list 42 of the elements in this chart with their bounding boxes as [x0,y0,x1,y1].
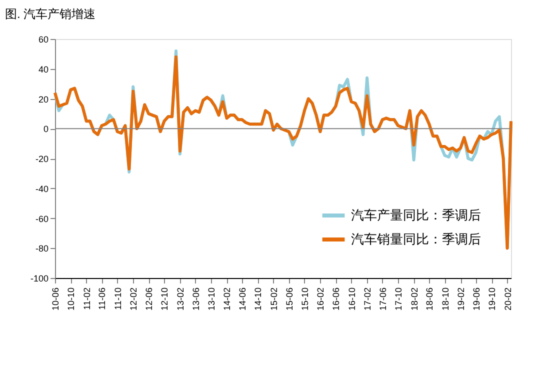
x-tick-label: 14-10 [253,288,264,311]
x-tick-label: 20-02 [502,288,513,311]
x-tick-label: 15-10 [300,288,310,311]
x-tick-label: 16-10 [346,288,357,311]
x-tick-label: 16-02 [316,288,326,311]
x-tick-label: 17-06 [378,288,388,311]
y-tick-label: -60 [35,214,48,224]
x-tick-label: 11-02 [82,288,92,310]
x-tick-label: 15-06 [284,288,294,311]
x-tick-label: 17-10 [394,288,404,311]
x-tick-label: 12-10 [160,288,170,311]
y-tick-label: -100 [30,274,48,284]
x-tick-label: 13-10 [206,288,216,311]
legend-label: 汽车销量同比：季调后 [351,232,481,246]
y-tick-label: -20 [35,154,48,164]
chart-title: 图. 汽车产销增速 [5,7,96,21]
x-tick-label: 10-06 [50,288,60,311]
x-tick-label: 13-02 [175,288,186,311]
x-tick-label: 13-06 [190,288,201,311]
x-tick-label: 17-02 [362,288,373,311]
y-tick-label: 60 [38,34,48,44]
x-tick-label: 12-06 [144,288,154,311]
y-tick-label: 0 [43,124,48,134]
y-tick-label: -80 [35,244,48,254]
x-tick-label: 18-02 [409,288,420,311]
x-tick-label: 16-06 [331,288,342,311]
x-tick-label: 19-06 [471,288,482,311]
y-tick-label: -40 [35,184,48,194]
legend-label: 汽车产量同比：季调后 [351,208,481,222]
x-tick-label: 18-06 [424,288,435,311]
x-tick-label: 14-06 [238,288,248,311]
x-tick-label: 10-10 [66,288,76,311]
y-tick-label: 40 [38,64,48,74]
x-tick-label: 12-02 [128,288,139,311]
x-tick-label: 11-10 [112,288,123,310]
x-tick-label: 15-02 [268,288,279,311]
x-tick-label: 11-06 [97,288,108,310]
x-tick-label: 19-02 [456,288,466,311]
x-tick-label: 14-02 [222,288,232,311]
x-tick-label: 18-10 [440,288,450,311]
y-tick-label: 20 [38,94,48,104]
x-tick-label: 19-10 [487,288,498,311]
